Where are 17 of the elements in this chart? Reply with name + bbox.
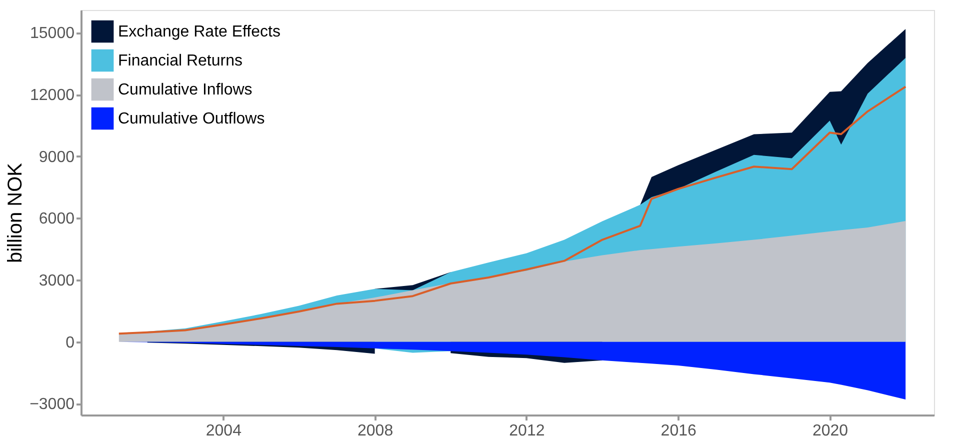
y-tick-label: 3000 <box>38 272 75 290</box>
y-tick-label: 15000 <box>30 25 75 42</box>
legend-label: Cumulative Outflows <box>118 110 265 128</box>
y-tick-label: 6000 <box>38 210 75 228</box>
legend-label: Financial Returns <box>118 52 242 70</box>
x-tick-label: 2008 <box>358 422 394 440</box>
x-tick-label: 2016 <box>660 422 696 440</box>
y-tick-label: 12000 <box>30 87 75 104</box>
x-tick-label: 2012 <box>509 422 545 440</box>
y-axis-title: billion NOK <box>4 162 27 264</box>
y-tick-label: 0 <box>66 334 75 352</box>
legend-label: Exchange Rate Effects <box>118 24 280 40</box>
y-tick-label: −3000 <box>30 396 75 414</box>
x-tick-label: 2004 <box>206 422 242 440</box>
x-tick-label: 2020 <box>812 422 848 440</box>
legend-label: Cumulative Inflows <box>118 82 252 98</box>
y-tick-label: 9000 <box>38 148 75 166</box>
